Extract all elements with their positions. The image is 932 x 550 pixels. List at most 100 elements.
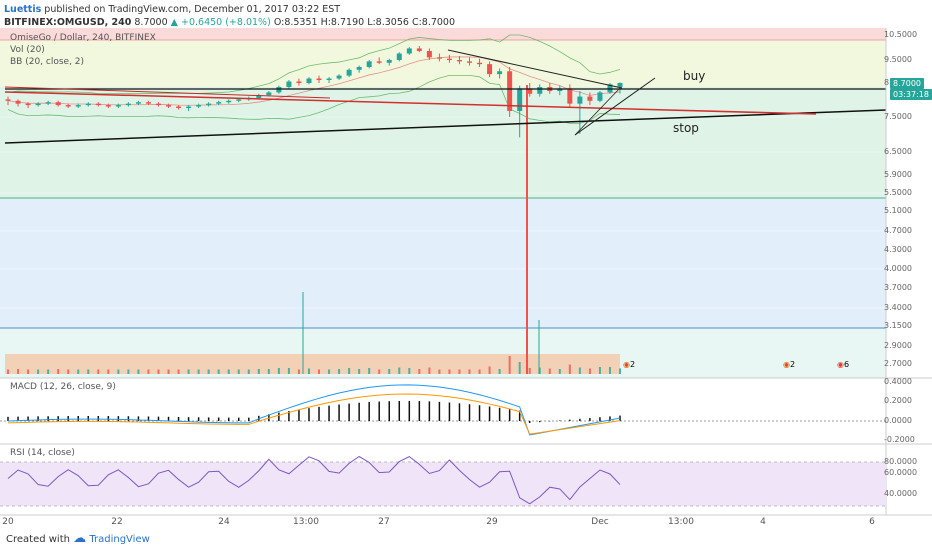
time-tick-label: Dec [591, 517, 609, 527]
rsi-pane [7, 455, 621, 505]
volume-bar [398, 367, 401, 374]
candle-body [55, 102, 61, 106]
price-tick-label: 3.7000 [884, 283, 912, 292]
candle-body [396, 53, 402, 60]
event-flag[interactable]: ◉6 [837, 360, 850, 369]
volume-bars [5, 85, 621, 374]
volume-bar [358, 369, 361, 374]
buy-annotation[interactable]: buy [683, 69, 706, 83]
volume-bar [608, 367, 611, 374]
candle-body [456, 60, 462, 62]
bb-lower [7, 74, 621, 124]
volume-bar [157, 369, 160, 374]
candle-body [557, 88, 563, 92]
volume-bar [127, 369, 130, 374]
symbol-row: BITFINEX:OMGUSD, 240 8.7000 ▲ +0.6450 (+… [4, 17, 455, 28]
volume-bar [177, 369, 180, 374]
candle-body [617, 83, 623, 88]
candle-body [376, 61, 382, 63]
candle-body [35, 103, 41, 106]
price-tick-label: 5.1000 [884, 206, 912, 215]
current-price-badge: 8.7000 [890, 78, 924, 89]
event-flag[interactable]: ◉2 [623, 360, 636, 369]
triangle-edge[interactable] [574, 87, 621, 136]
volume-bar [37, 369, 40, 374]
candle-body [487, 64, 493, 75]
price-tick-label: 4.0000 [884, 264, 912, 273]
candle-body [286, 81, 292, 87]
volume-bar [478, 369, 481, 374]
candle-body [426, 50, 432, 58]
bb-legend[interactable]: BB (20, close, 2) [10, 57, 85, 67]
author-link[interactable]: Luettis [4, 4, 42, 15]
volume-bar [257, 369, 260, 374]
volume-bar [508, 356, 511, 374]
candle-body [196, 105, 202, 107]
price-tick-label: 2.7000 [884, 359, 912, 368]
volume-bar [187, 369, 190, 374]
price-tick-label: 4.7000 [884, 226, 912, 235]
volume-bar [7, 369, 9, 374]
tradingview-brand-link[interactable]: TradingView [89, 534, 150, 545]
candle-body [356, 66, 362, 70]
candle-body [386, 60, 392, 63]
candle-body [266, 92, 272, 96]
price-tick-label: 3.4000 [884, 303, 912, 312]
support-trendline[interactable] [4, 109, 887, 144]
volume-legend[interactable]: Vol (20) [10, 45, 45, 55]
band-green [0, 87, 886, 198]
red-trendline-2[interactable] [4, 86, 331, 99]
price-tick-label: 2.9000 [884, 341, 912, 350]
triangle-support-line[interactable] [574, 77, 656, 136]
candle-body [5, 99, 11, 101]
price-tick-label: 3.1500 [884, 321, 912, 330]
volume-bar [428, 367, 431, 374]
event-flag[interactable]: ◉2 [783, 360, 796, 369]
time-tick-label: 13:00 [293, 517, 319, 527]
macd-pane [0, 384, 886, 436]
bar-countdown-badge: 03:37:18 [890, 89, 932, 100]
macd-legend[interactable]: MACD (12, 26, close, 9) [10, 382, 116, 392]
volume-bar [107, 369, 110, 374]
volume-bar [237, 369, 240, 374]
candle-body [256, 95, 262, 98]
candle-body [567, 88, 573, 104]
volume-bar [578, 367, 581, 374]
candle-body [276, 86, 282, 93]
candle-body [587, 96, 593, 101]
band-red [0, 28, 886, 40]
volume-bar [147, 369, 150, 374]
rsi-line [7, 455, 621, 505]
volume-bar [267, 369, 270, 374]
volume-bar [598, 367, 601, 374]
bb-upper [7, 34, 621, 95]
price-tick-label: 6.5000 [884, 147, 912, 156]
candle-body [477, 62, 483, 65]
candle-body [105, 105, 111, 107]
price-tick-label: 4.3000 [884, 245, 912, 254]
descending-trendline[interactable] [447, 49, 623, 89]
volume-bar [438, 369, 441, 374]
red-trendline[interactable] [4, 91, 817, 115]
rsi-legend[interactable]: RSI (14, close) [10, 448, 75, 458]
candle-body [577, 96, 583, 104]
volume-bar [17, 369, 20, 374]
candle-body [25, 103, 31, 106]
volume-bar [97, 369, 100, 374]
candle-body [316, 78, 322, 81]
publish-info: Luettis published on TradingView.com, De… [4, 4, 340, 15]
candle-body [436, 57, 442, 59]
candle-body [176, 106, 182, 109]
symbol-label: BITFINEX:OMGUSD, 240 [4, 17, 132, 28]
stop-annotation[interactable]: stop [673, 121, 699, 135]
candle-body [507, 71, 513, 111]
created-with-label: Created with [6, 534, 70, 545]
volume-bar [458, 369, 461, 374]
volume-bar [277, 368, 280, 374]
candle-body [607, 84, 613, 93]
candle-body [65, 105, 71, 107]
rsi-tick-label: 40.0000 [884, 489, 918, 498]
candle-body [75, 105, 81, 107]
candle-body [45, 102, 51, 104]
